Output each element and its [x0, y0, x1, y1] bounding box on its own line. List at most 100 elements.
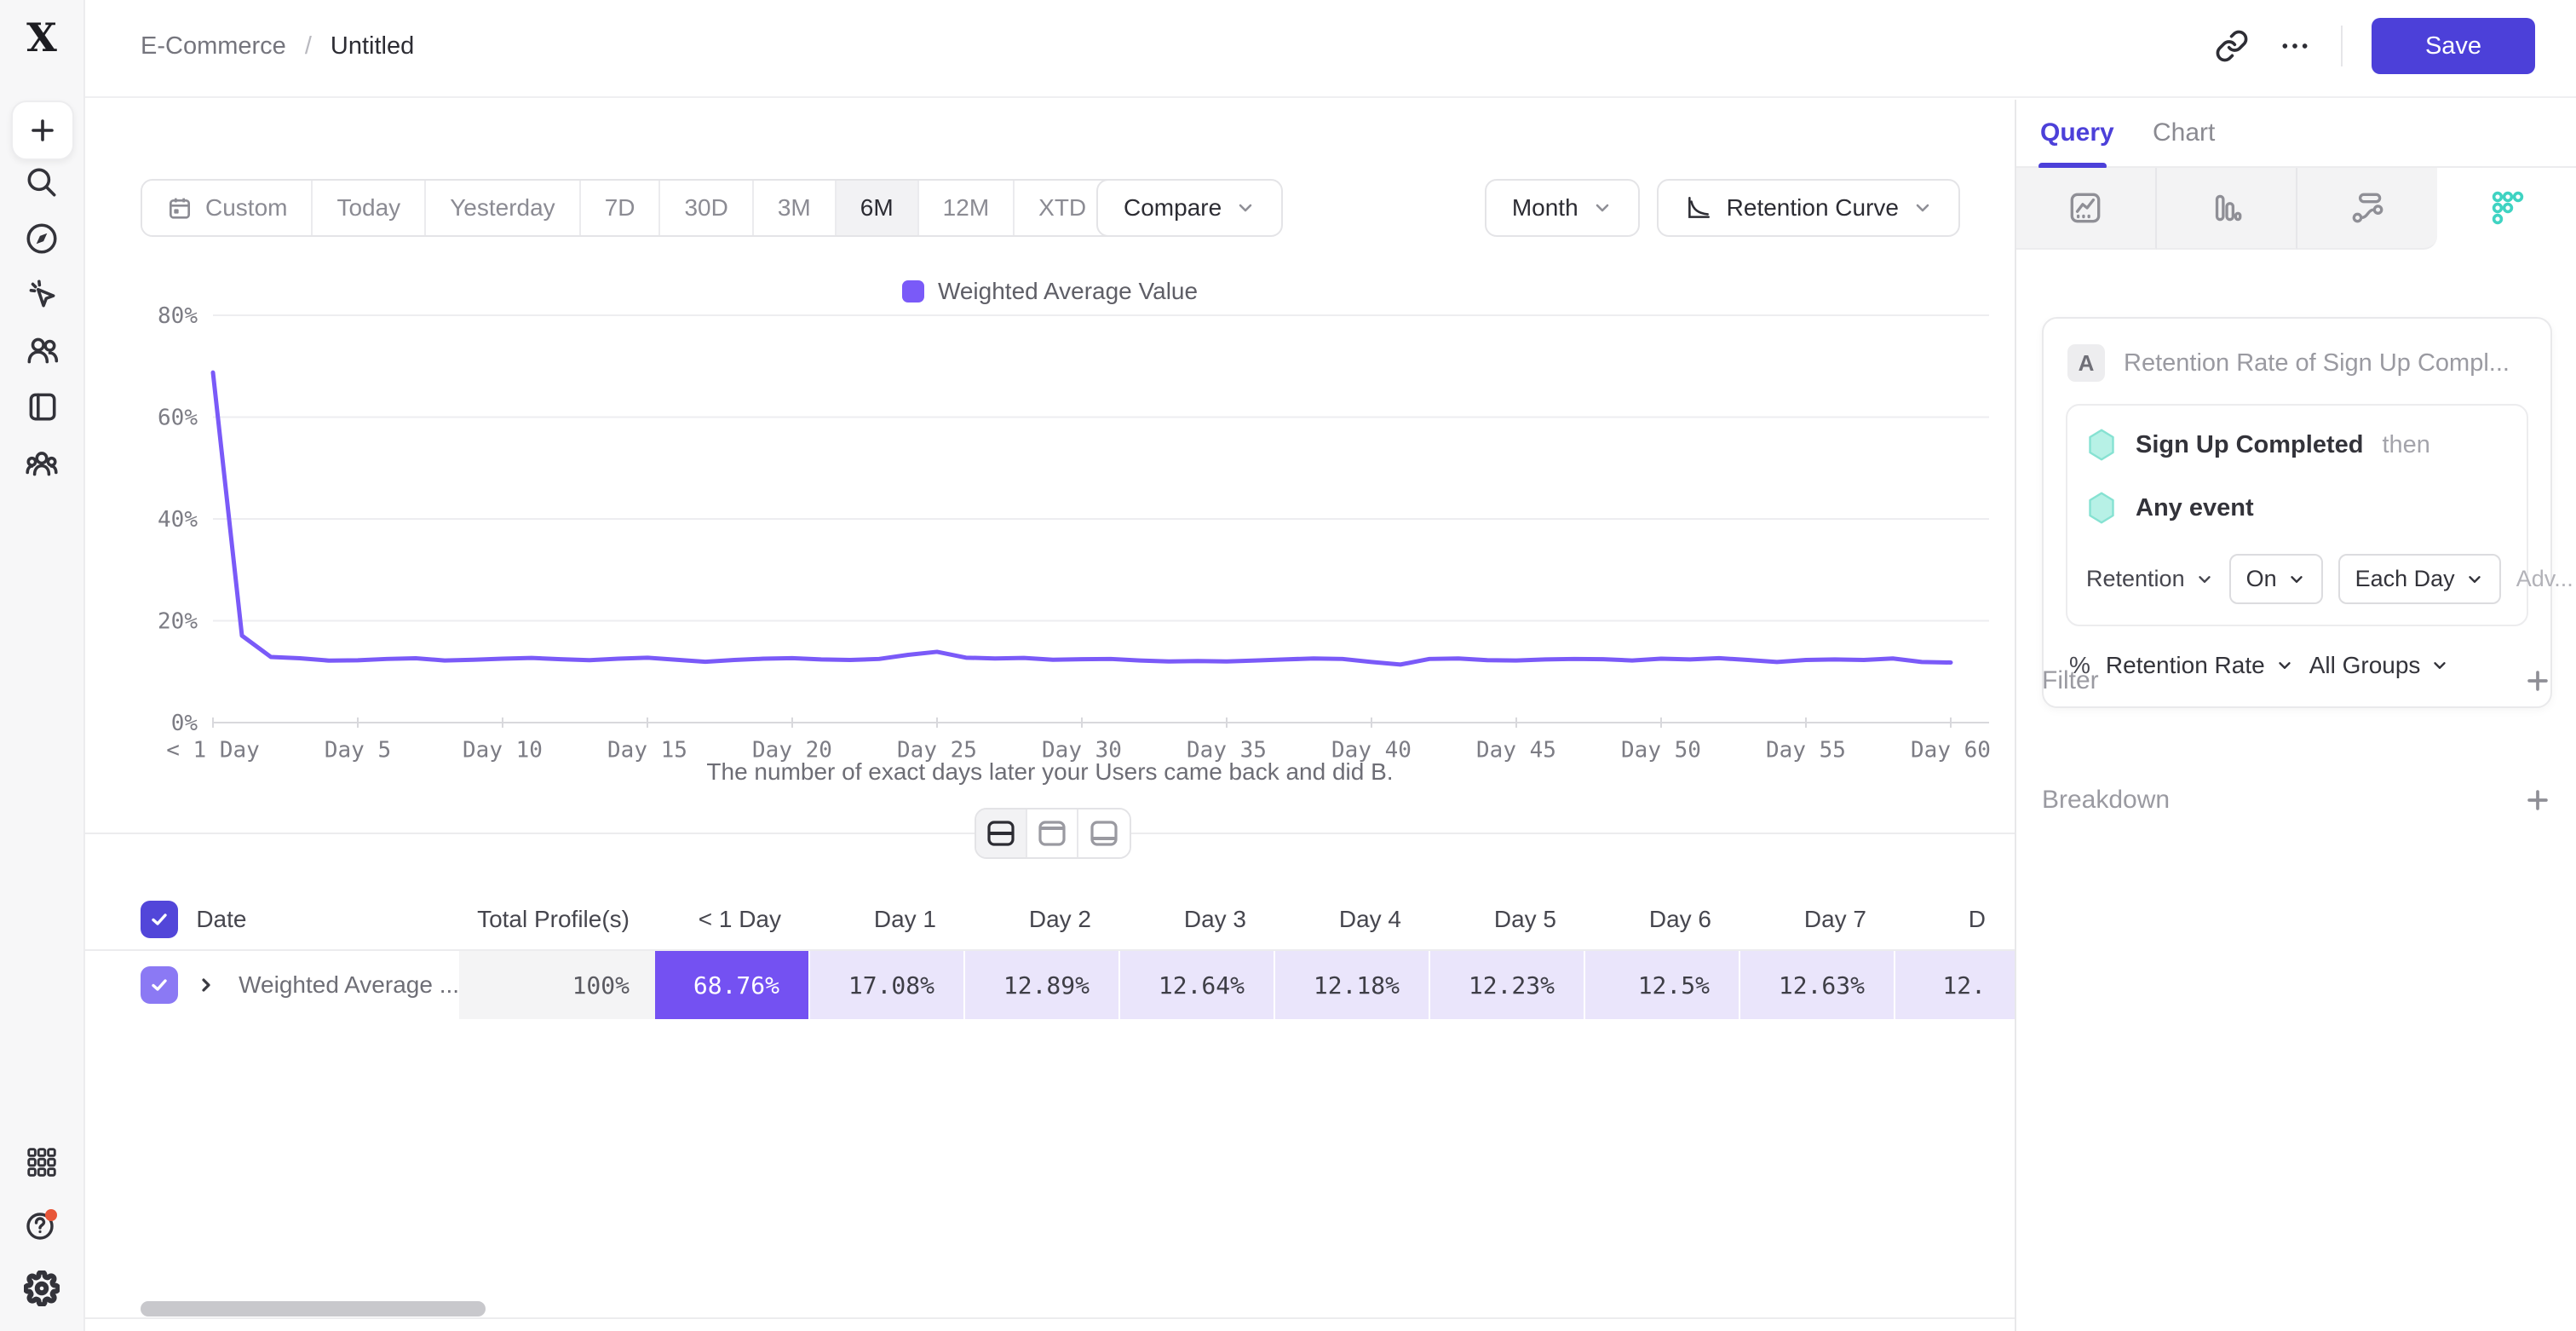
legend-label: Weighted Average Value: [937, 278, 1199, 304]
add-breakdown-button[interactable]: [2523, 786, 2552, 815]
chart-legend: Weighted Average Value: [85, 278, 2015, 305]
groups-dropdown[interactable]: All Groups: [2309, 652, 2450, 679]
copy-link-button[interactable]: [2215, 29, 2249, 63]
first-event-name[interactable]: Sign Up Completed: [2136, 430, 2364, 458]
report-type-retention[interactable]: [2437, 168, 2576, 250]
filter-label: Filter: [2042, 666, 2099, 694]
report-type-flows[interactable]: [2297, 168, 2438, 250]
svg-text:Day 50: Day 50: [1621, 737, 1701, 763]
bucket-dropdown[interactable]: Each Day: [2337, 554, 2501, 604]
sidebar-item-search[interactable]: [23, 164, 60, 201]
sidebar-item-settings[interactable]: [23, 1270, 60, 1307]
report-type-insights[interactable]: [2016, 168, 2157, 250]
column-header-day-7[interactable]: Day 7: [1803, 906, 1866, 932]
cell-total-profiles[interactable]: 100%: [459, 951, 655, 1019]
report-type-funnels[interactable]: [2156, 168, 2297, 250]
advanced-dropdown[interactable]: Adv...: [2516, 566, 2576, 592]
sidebar-item-cohorts[interactable]: [23, 445, 60, 482]
more-menu-button[interactable]: [2278, 29, 2312, 63]
date-range-30d[interactable]: 30D: [660, 181, 754, 235]
retention-curve-chart[interactable]: 0% 20% 40% 60% 80% < 1 Day Day 5 Day 10 Day 15 Da…: [85, 273, 2015, 801]
plus-icon: [32, 119, 54, 141]
column-header-clipped[interactable]: D: [1968, 906, 1986, 932]
save-button[interactable]: Save: [2372, 18, 2535, 74]
row-label[interactable]: Weighted Average ...: [239, 971, 460, 998]
cell-day-7[interactable]: 12.63%: [1740, 951, 1895, 1019]
select-all-checkbox[interactable]: [141, 901, 178, 938]
cell-day-6[interactable]: 12.5%: [1585, 951, 1740, 1019]
cell-day-clipped[interactable]: 12.: [1895, 951, 2015, 1019]
cell-day-0[interactable]: 68.76%: [655, 951, 810, 1019]
cell-day-1[interactable]: 17.08%: [810, 951, 965, 1019]
board-icon: [29, 393, 56, 421]
plus-icon: [2527, 671, 2548, 691]
funnels-icon: [2215, 194, 2242, 222]
top-header: E-Commerce / Untitled Save: [85, 0, 2576, 98]
tab-query[interactable]: Query: [2040, 118, 2114, 147]
sidebar-item-help[interactable]: [23, 1206, 60, 1243]
horizontal-scrollbar[interactable]: [141, 1301, 486, 1317]
date-range-label: Custom: [205, 194, 288, 221]
svg-text:Day 30: Day 30: [1042, 737, 1122, 763]
retention-mode-dropdown[interactable]: Retention: [2086, 566, 2214, 592]
column-header-day-2[interactable]: Day 2: [1028, 906, 1091, 932]
date-range-custom[interactable]: Custom: [142, 181, 313, 235]
granularity-dropdown[interactable]: Month: [1484, 179, 1640, 237]
date-range-6m[interactable]: 6M: [836, 181, 919, 235]
date-range-label: Yesterday: [450, 194, 555, 221]
cell-day-3[interactable]: 12.64%: [1120, 951, 1275, 1019]
chart-type-dropdown[interactable]: Retention Curve: [1656, 179, 1960, 237]
column-header-day-4[interactable]: Day 4: [1338, 906, 1401, 932]
cell-day-5[interactable]: 12.23%: [1430, 951, 1585, 1019]
view-toggle-chart-only[interactable]: [1027, 810, 1078, 857]
expand-row-chevron[interactable]: [196, 975, 216, 995]
first-event-row[interactable]: Sign Up Completed then: [2086, 428, 2508, 462]
sidebar-item-users[interactable]: [23, 331, 60, 369]
mixpanel-logo[interactable]: X: [23, 17, 60, 58]
table-row: Weighted Average ... 100% 68.76% 17.08% 12…: [141, 951, 2015, 1019]
date-range-today[interactable]: Today: [313, 181, 427, 235]
view-toggle-table-only[interactable]: [1078, 810, 1130, 857]
sidebar-item-boards[interactable]: [23, 388, 60, 425]
return-event-name[interactable]: Any event: [2136, 493, 2254, 521]
breadcrumb-parent[interactable]: E-Commerce: [141, 32, 286, 60]
column-header--1-day[interactable]: < 1 Day: [698, 906, 781, 932]
chevron-down-icon: [1912, 198, 1933, 218]
compass-icon: [26, 223, 57, 254]
view-toggle-group: [975, 808, 1131, 859]
column-header-date[interactable]: Date: [196, 906, 247, 932]
breadcrumb: E-Commerce / Untitled: [141, 32, 414, 60]
sidebar-item-discover[interactable]: [23, 220, 60, 257]
cursor-click-icon: [29, 279, 55, 308]
cell-day-4[interactable]: 12.18%: [1275, 951, 1430, 1019]
view-toggle-split[interactable]: [976, 810, 1027, 857]
add-filter-button[interactable]: [2523, 666, 2552, 695]
sidebar-item-events[interactable]: [23, 275, 60, 313]
date-range-yesterday[interactable]: Yesterday: [426, 181, 581, 235]
date-range-7d[interactable]: 7D: [580, 181, 661, 235]
column-header-day-3[interactable]: Day 3: [1183, 906, 1246, 932]
breadcrumb-current[interactable]: Untitled: [330, 32, 415, 60]
row-checkbox[interactable]: [141, 966, 178, 1004]
return-event-row[interactable]: Any event: [2086, 491, 2508, 525]
metric-dropdown[interactable]: Retention Rate: [2106, 652, 2294, 679]
active-tab-underline: [2038, 163, 2107, 170]
column-header-day-6[interactable]: Day 6: [1648, 906, 1711, 932]
tab-chart[interactable]: Chart: [2153, 118, 2216, 147]
column-header-total[interactable]: Total Profile(s): [477, 906, 630, 932]
compare-button[interactable]: Compare: [1096, 179, 1284, 237]
query-title[interactable]: Retention Rate of Sign Up Compl...: [2124, 349, 2510, 377]
query-builder-card: A Retention Rate of Sign Up Compl... Sig…: [2042, 317, 2573, 708]
advanced-label: Adv...: [2516, 566, 2573, 591]
chevron-down-icon: [2290, 575, 2303, 583]
sidebar-item-apps[interactable]: [23, 1144, 60, 1181]
groups-label: All Groups: [2309, 652, 2421, 678]
create-button[interactable]: [11, 101, 74, 160]
date-range-label: 3M: [777, 194, 811, 221]
cell-day-2[interactable]: 12.89%: [965, 951, 1120, 1019]
on-dropdown[interactable]: On: [2228, 554, 2323, 604]
date-range-3m[interactable]: 3M: [753, 181, 837, 235]
column-header-day-5[interactable]: Day 5: [1493, 906, 1556, 932]
column-header-day-1[interactable]: Day 1: [873, 906, 936, 932]
date-range-12m[interactable]: 12M: [918, 181, 1015, 235]
